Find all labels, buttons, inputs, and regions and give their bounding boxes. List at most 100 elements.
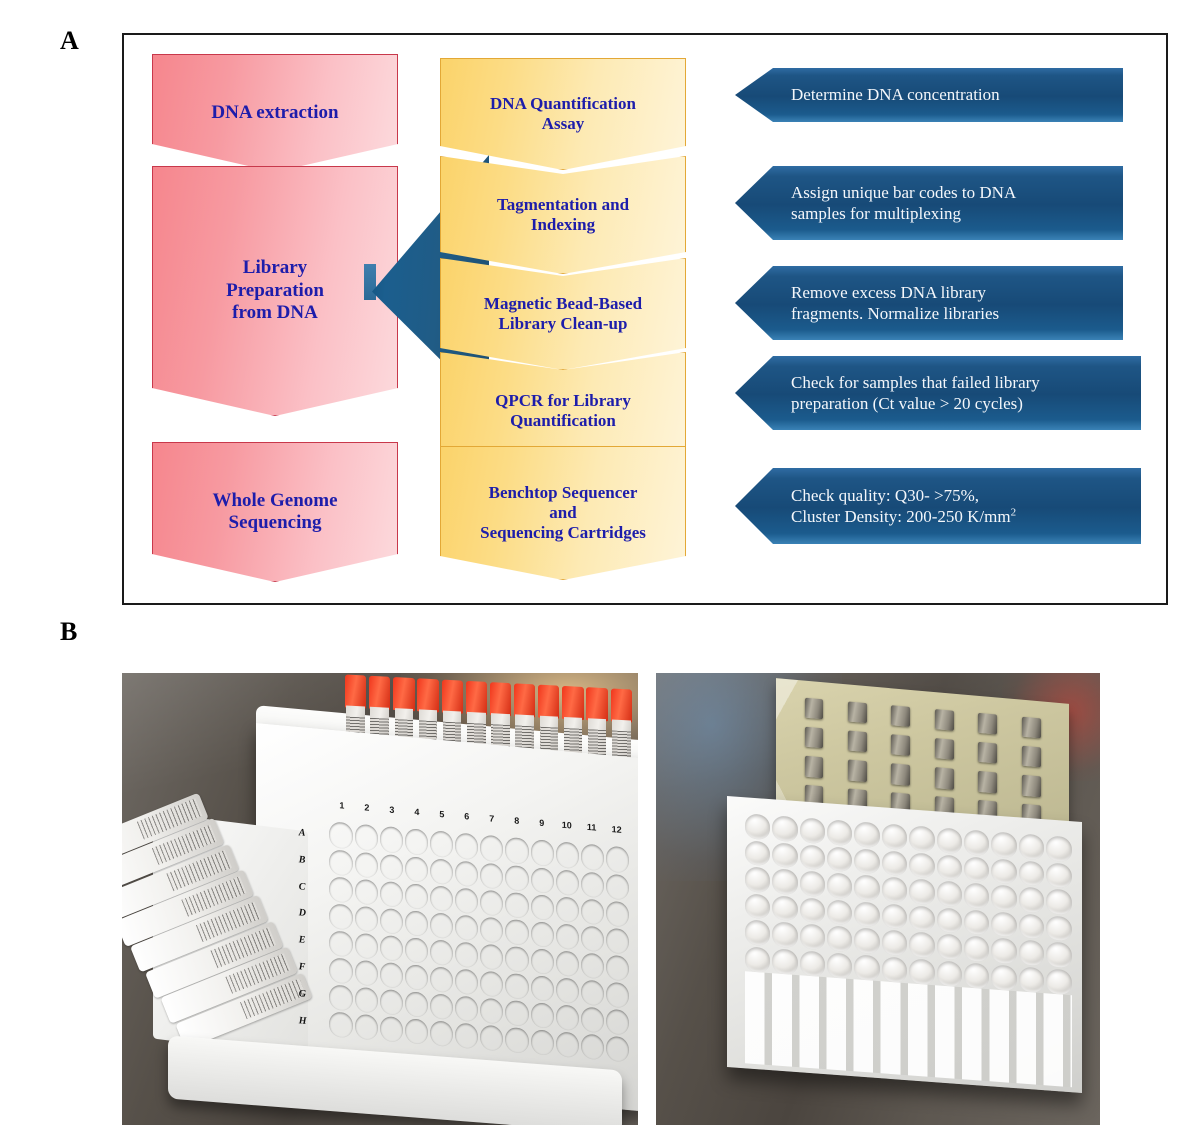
step-dna-quantification-assay-label: DNA Quantification Assay: [490, 93, 636, 133]
well-F2: [355, 959, 378, 986]
callout-check-failed-prep-line-1: Check for samples that failed library: [791, 372, 1040, 392]
well-D1: [330, 903, 353, 930]
deep-well: [1046, 914, 1072, 942]
deep-well-grid: [744, 813, 1072, 995]
well-E1: [330, 930, 353, 957]
well-G5: [430, 993, 453, 1020]
well-G8: [506, 999, 529, 1026]
well-column-label-5: 5: [439, 809, 445, 820]
deep-well: [826, 845, 853, 873]
well-column-label-8: 8: [514, 815, 520, 827]
deep-well: [772, 894, 798, 922]
well-H7: [481, 1024, 504, 1051]
deep-well: [744, 813, 771, 840]
well-H2: [355, 1013, 378, 1040]
well-grid: [330, 821, 630, 1062]
deep-well: [963, 935, 990, 962]
deep-well: [963, 829, 990, 856]
well-F1: [330, 957, 353, 984]
well-H5: [430, 1020, 453, 1047]
step-tagmentation-and-indexing-label: Tagmentation and Indexing: [496, 194, 630, 234]
cryovial-cap: [586, 687, 608, 721]
step-benchtop-sequencer: Benchtop Sequencer and Sequencing Cartri…: [440, 446, 686, 580]
well-E3: [380, 934, 403, 961]
cryovial-cap: [513, 683, 536, 718]
step-dna-quantification-assay: DNA Quantification Assay: [440, 58, 686, 170]
deep-well: [936, 933, 962, 960]
magnetic-rod: [978, 741, 997, 764]
deep-well: [1018, 886, 1045, 913]
well-D6: [455, 914, 478, 941]
well-G6: [455, 995, 478, 1022]
well-row-label-H: H: [299, 1014, 307, 1027]
magnetic-rod: [804, 755, 823, 778]
callout-remove-excess-line-1: Remove excess DNA library: [791, 282, 986, 302]
well-A2: [355, 824, 378, 851]
deep-well: [1018, 859, 1045, 887]
well-F3: [380, 961, 403, 988]
deep-well: [826, 898, 853, 926]
well-F4: [405, 963, 428, 990]
magnetic-rod: [978, 771, 997, 794]
deep-well-plate: [727, 795, 1083, 1093]
deep-well: [799, 843, 825, 871]
well-C12: [606, 900, 629, 927]
callout-determine-concentration: Determine DNA concentration: [735, 68, 1123, 122]
deep-well: [744, 919, 771, 946]
deep-well: [854, 874, 880, 901]
well-B8: [506, 864, 529, 891]
cryovial-cap: [489, 682, 512, 716]
well-D9: [531, 920, 554, 947]
well-row-label-G: G: [299, 987, 307, 1000]
callout-check-quality-text: Check quality: Q30- >75%, Cluster Densit…: [735, 485, 1028, 528]
well-G7: [481, 997, 504, 1024]
deep-well: [854, 900, 880, 928]
well-D3: [380, 907, 403, 934]
well-E11: [581, 952, 604, 979]
callout-check-quality: Check quality: Q30- >75%, Cluster Densit…: [735, 468, 1141, 544]
well-A1: [330, 821, 353, 848]
well-D12: [606, 927, 629, 954]
well-row-label-B: B: [299, 853, 306, 866]
deep-well: [936, 827, 962, 854]
deep-well: [854, 953, 880, 981]
magnetic-rod: [891, 763, 910, 786]
well-A9: [531, 839, 554, 866]
callout-assign-barcodes-line-1: Assign unique bar codes to DNA: [791, 182, 1017, 202]
well-A7: [481, 835, 504, 862]
deep-well: [1018, 833, 1045, 860]
cryovial-cap: [368, 675, 391, 710]
deep-well: [881, 849, 908, 877]
deep-well: [799, 923, 825, 950]
magnetic-rod: [804, 726, 823, 749]
well-column-label-11: 11: [587, 821, 597, 833]
well-G12: [606, 1008, 629, 1035]
well-A12: [606, 846, 629, 873]
deep-well: [772, 947, 798, 975]
deep-well: [991, 910, 1017, 938]
magnetic-rod: [847, 759, 867, 782]
well-H8: [506, 1026, 529, 1053]
magnetic-rod: [891, 704, 910, 728]
well-D2: [355, 905, 378, 932]
deep-well: [936, 853, 962, 881]
callout-assign-barcodes-line-2: samples for multiplexing: [791, 204, 961, 223]
step-benchtop-sequencer-label: Benchtop Sequencer and Sequencing Cartri…: [480, 482, 646, 543]
deep-well: [909, 931, 935, 958]
deep-well: [744, 839, 771, 867]
well-B4: [405, 855, 428, 882]
well-A10: [556, 841, 579, 868]
well-F11: [581, 979, 604, 1006]
well-H9: [531, 1029, 554, 1056]
deep-well: [936, 959, 962, 987]
well-B11: [581, 870, 604, 897]
well-B12: [606, 873, 629, 900]
cryovial-cap: [465, 680, 487, 715]
well-E7: [481, 943, 504, 970]
well-column-label-3: 3: [389, 804, 395, 816]
deep-well: [991, 937, 1017, 964]
callout-remove-excess-text: Remove excess DNA library fragments. Nor…: [735, 282, 1011, 325]
deep-well: [991, 963, 1017, 991]
well-F6: [455, 968, 478, 995]
